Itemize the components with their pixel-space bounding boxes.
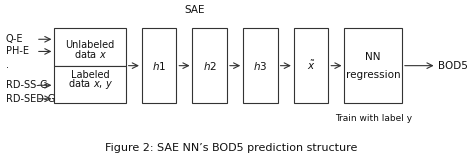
FancyBboxPatch shape	[294, 28, 328, 103]
Text: $h$3: $h$3	[253, 60, 267, 72]
Text: regression: regression	[346, 70, 401, 80]
Text: SAE: SAE	[184, 5, 205, 15]
FancyBboxPatch shape	[142, 28, 176, 103]
Text: Figure 2: SAE NN’s BOD5 prediction structure: Figure 2: SAE NN’s BOD5 prediction struc…	[105, 143, 358, 153]
Text: Train with label y: Train with label y	[335, 114, 412, 123]
Text: NN: NN	[365, 52, 381, 62]
FancyBboxPatch shape	[345, 28, 402, 103]
FancyBboxPatch shape	[55, 66, 126, 103]
FancyBboxPatch shape	[243, 28, 278, 103]
FancyBboxPatch shape	[192, 28, 227, 103]
Text: $\tilde{x}$: $\tilde{x}$	[307, 59, 315, 72]
Text: Unlabeled: Unlabeled	[65, 40, 115, 50]
Text: RD-SED-G: RD-SED-G	[6, 94, 55, 104]
Text: PH-E: PH-E	[6, 47, 29, 57]
Text: data $x$, $y$: data $x$, $y$	[68, 77, 112, 91]
FancyBboxPatch shape	[55, 28, 126, 66]
Text: $h$2: $h$2	[203, 60, 217, 72]
Text: $h$1: $h$1	[152, 60, 166, 72]
Text: Labeled: Labeled	[71, 70, 109, 80]
Text: .: .	[6, 60, 9, 70]
Text: BOD5: BOD5	[438, 61, 468, 71]
Text: Q-E: Q-E	[6, 34, 24, 44]
Text: data $x$: data $x$	[73, 49, 107, 61]
Text: RD-SS-G: RD-SS-G	[6, 80, 47, 90]
